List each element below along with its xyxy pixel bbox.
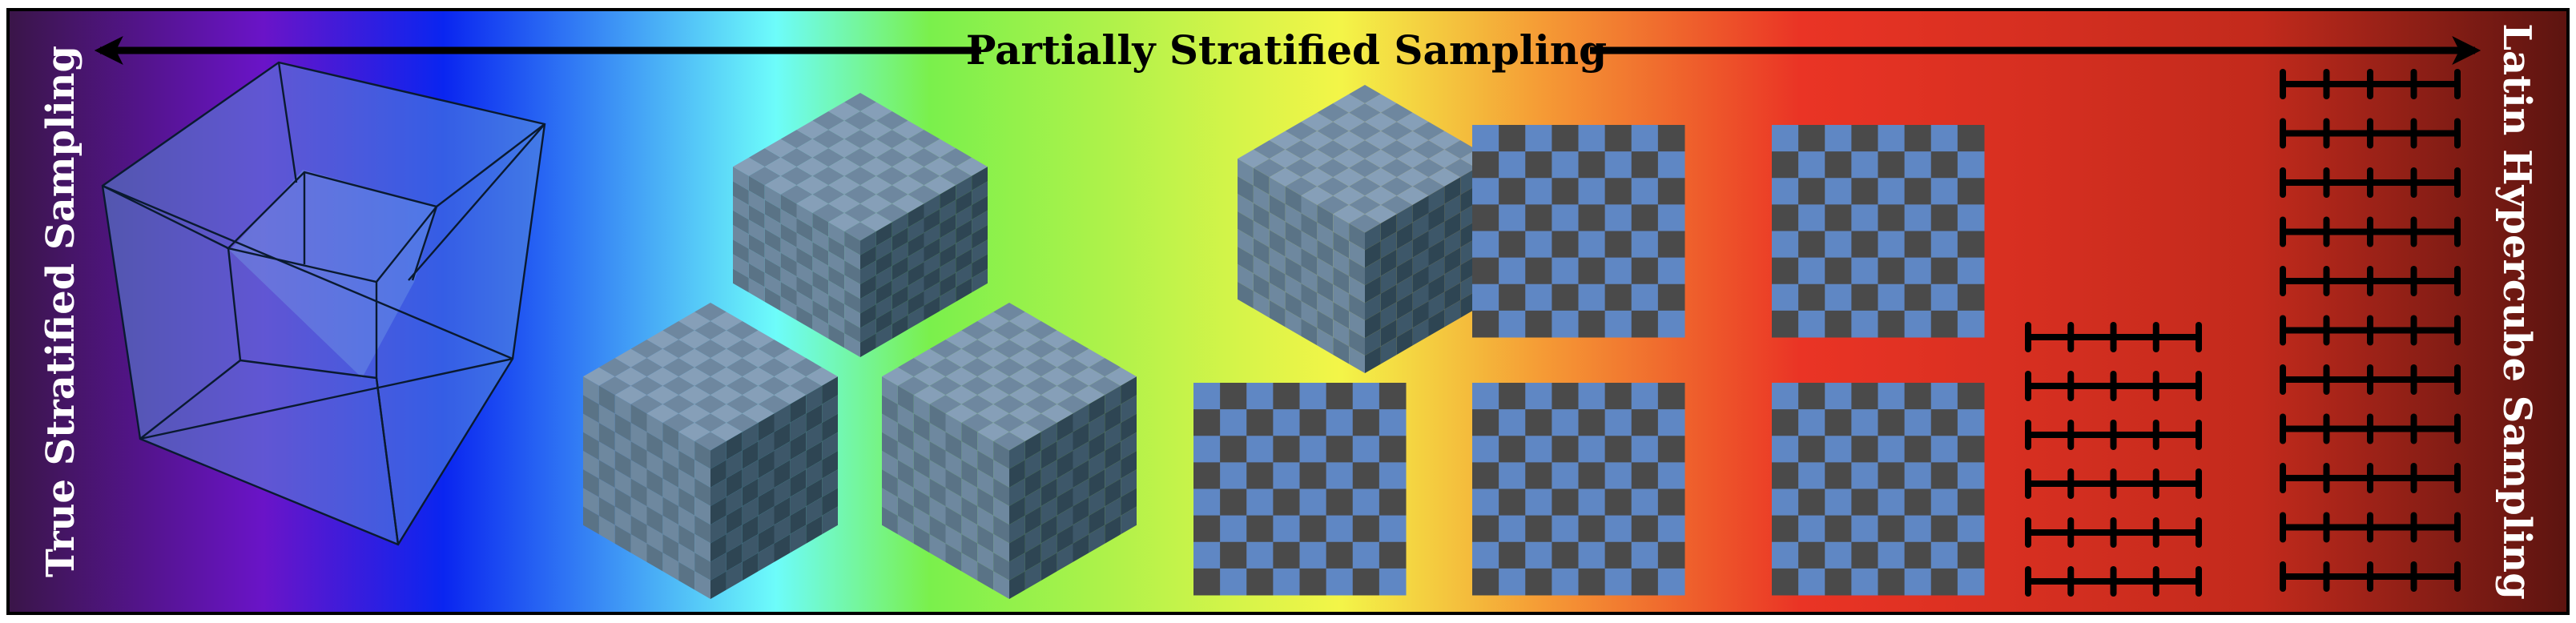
checker-square-icon xyxy=(1772,125,1985,338)
diagram-title: Partially Stratified Sampling xyxy=(966,26,1607,74)
tick-line-icon xyxy=(2280,216,2461,247)
tick-line-icon xyxy=(2280,69,2461,99)
square-group xyxy=(1193,125,1985,596)
right-label: Latin Hypercube Sampling xyxy=(2494,23,2539,599)
tick-group xyxy=(2025,69,2461,597)
tick-line-icon xyxy=(2280,413,2461,444)
tick-line-icon xyxy=(2025,468,2202,499)
checker-square-icon xyxy=(1472,125,1685,338)
checker-square-icon xyxy=(1772,383,1985,596)
tick-line-icon xyxy=(2280,364,2461,395)
tick-line-icon xyxy=(2280,561,2461,592)
checker-cube-icon xyxy=(1238,85,1492,373)
checker-cube-icon xyxy=(583,303,838,599)
tick-line-icon xyxy=(2025,517,2202,548)
checker-square-icon xyxy=(1472,383,1685,596)
tick-line-icon xyxy=(2025,371,2202,401)
tick-line-icon xyxy=(2280,315,2461,346)
checker-square-icon xyxy=(1193,383,1407,596)
tick-line-icon xyxy=(2025,566,2202,597)
tick-line-icon xyxy=(2280,118,2461,149)
tick-line-icon xyxy=(2280,266,2461,296)
tick-line-icon xyxy=(2025,420,2202,450)
left-label: True Stratified Sampling xyxy=(38,46,83,577)
tick-line-icon xyxy=(2025,322,2202,352)
cube-group xyxy=(583,85,1492,599)
tick-line-icon xyxy=(2280,512,2461,543)
tick-line-icon xyxy=(2280,167,2461,198)
checker-cube-icon xyxy=(733,93,988,357)
tesseract-icon xyxy=(101,61,546,546)
checker-cube-icon xyxy=(882,303,1137,599)
tick-line-icon xyxy=(2280,463,2461,493)
